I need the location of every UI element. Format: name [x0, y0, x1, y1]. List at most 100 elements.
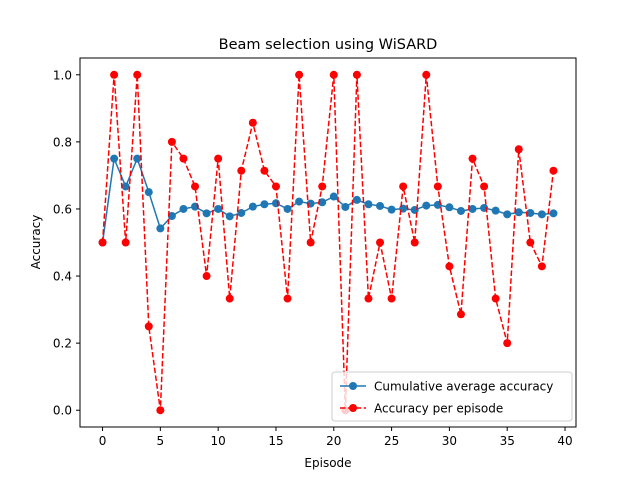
series-0-point-9: [202, 209, 211, 218]
series-1-point-38: [537, 262, 546, 271]
series-0-point-12: [237, 208, 246, 217]
series-1-point-8: [191, 182, 200, 191]
series-0-point-1: [110, 154, 119, 163]
y-tick-label-2: 0.4: [53, 270, 72, 284]
series-1-point-26: [399, 182, 408, 191]
series-1-point-24: [376, 238, 385, 247]
series-0-point-4: [144, 188, 153, 197]
series-1-point-34: [491, 294, 500, 303]
series-line-0: [101, 157, 554, 243]
series-0-point-11: [225, 212, 234, 221]
series-1-point-4: [144, 322, 153, 331]
series-1-point-1: [110, 70, 119, 79]
series-0-point-38: [537, 210, 546, 219]
series-0-point-39: [549, 209, 558, 218]
series-1-point-23: [364, 294, 373, 303]
legend-marker-1: [349, 404, 357, 412]
series-1-point-11: [225, 294, 234, 303]
y-tick-label-5: 1.0: [53, 68, 72, 82]
y-tick-label-0: 0.0: [53, 404, 72, 418]
x-tick-label-2: 10: [211, 434, 226, 448]
series-0-point-20: [329, 192, 338, 201]
series-0-point-14: [260, 200, 269, 209]
axes-frame: [79, 57, 577, 428]
series-1-point-27: [410, 238, 419, 247]
series-1-point-28: [422, 70, 431, 79]
legend-entry-1: Accuracy per episode: [374, 402, 503, 416]
series-0-point-13: [248, 202, 257, 211]
series-1-point-14: [260, 166, 269, 175]
series-0-point-35: [503, 210, 512, 219]
series-1-point-36: [514, 145, 523, 154]
series-1-point-33: [480, 182, 489, 191]
series-1-point-10: [214, 154, 223, 163]
series-0-point-25: [387, 205, 396, 214]
series-0-point-30: [445, 203, 454, 212]
series-1-point-3: [133, 70, 142, 79]
series-1-point-13: [248, 118, 257, 127]
series-0-point-7: [179, 204, 188, 213]
series-0-point-24: [376, 201, 385, 210]
series-0-point-16: [283, 204, 292, 213]
y-axis-label: Accuracy: [29, 215, 43, 270]
y-tick-label-3: 0.6: [53, 202, 72, 216]
x-tick-label-8: 40: [557, 434, 572, 448]
series-0-point-19: [318, 198, 327, 207]
series-1-point-6: [167, 137, 176, 146]
series-0-point-21: [341, 202, 350, 211]
x-tick-label-0: 0: [99, 434, 107, 448]
series-0-point-5: [156, 224, 165, 233]
y-tick-label-4: 0.8: [53, 135, 72, 149]
x-tick-label-7: 35: [500, 434, 515, 448]
series-0-point-6: [167, 212, 176, 220]
axes: 0 5 10 15 20 25 30 35 40 0.0 0.2 0.4 0.6 0.8 1.0: [53, 57, 577, 448]
series-1-point-39: [549, 166, 558, 175]
series-1-point-5: [156, 406, 165, 415]
series-1-point-32: [468, 154, 477, 163]
series-0-point-10: [214, 204, 223, 213]
legend-entry-0: Cumulative average accuracy: [374, 380, 553, 394]
y-tick-label-1: 0.2: [53, 337, 72, 351]
series-0-point-15: [271, 199, 280, 208]
series-0-point-32: [468, 204, 477, 213]
series-0-point-17: [295, 197, 304, 206]
x-tick-label-1: 5: [157, 434, 165, 448]
legend-marker-0: [349, 382, 357, 390]
series-1-point-30: [445, 262, 454, 271]
series-1-point-25: [387, 294, 396, 303]
series-0-point-28: [422, 201, 431, 210]
series-0-point-34: [491, 206, 500, 215]
x-tick-label-3: 15: [268, 434, 283, 448]
plot-area: [98, 70, 558, 415]
chart-title: Beam selection using WiSARD: [219, 37, 438, 53]
series-1-point-17: [295, 70, 304, 79]
series-1-point-22: [352, 70, 361, 79]
series-1-point-35: [503, 339, 512, 348]
x-tick-label-6: 30: [442, 434, 457, 448]
series-1-point-0: [98, 238, 107, 247]
x-tick-label-5: 25: [384, 434, 399, 448]
series-1-point-2: [121, 238, 130, 247]
series-1-point-37: [526, 238, 535, 247]
x-axis-label: Episode: [304, 456, 351, 470]
legend: Cumulative average accuracy Accuracy per …: [331, 371, 573, 422]
series-1-point-18: [306, 238, 315, 247]
x-tick-label-4: 20: [326, 434, 341, 448]
series-0-point-22: [352, 195, 361, 204]
series-line-1: [101, 74, 555, 411]
series-1-point-12: [237, 166, 246, 175]
legend-box: [331, 371, 573, 422]
series-1-point-16: [283, 294, 292, 303]
series-1-point-29: [433, 182, 442, 191]
series-0-point-37: [526, 208, 535, 217]
series-0-point-2: [121, 182, 130, 191]
series-1-point-20: [329, 70, 338, 79]
series-1-point-31: [456, 310, 465, 319]
series-0-point-36: [514, 208, 523, 217]
series-0-point-23: [364, 200, 373, 209]
series-1-point-7: [179, 154, 188, 163]
series-1-point-19: [318, 182, 327, 191]
series-0-point-3: [133, 154, 142, 163]
series-1-point-9: [202, 272, 211, 281]
